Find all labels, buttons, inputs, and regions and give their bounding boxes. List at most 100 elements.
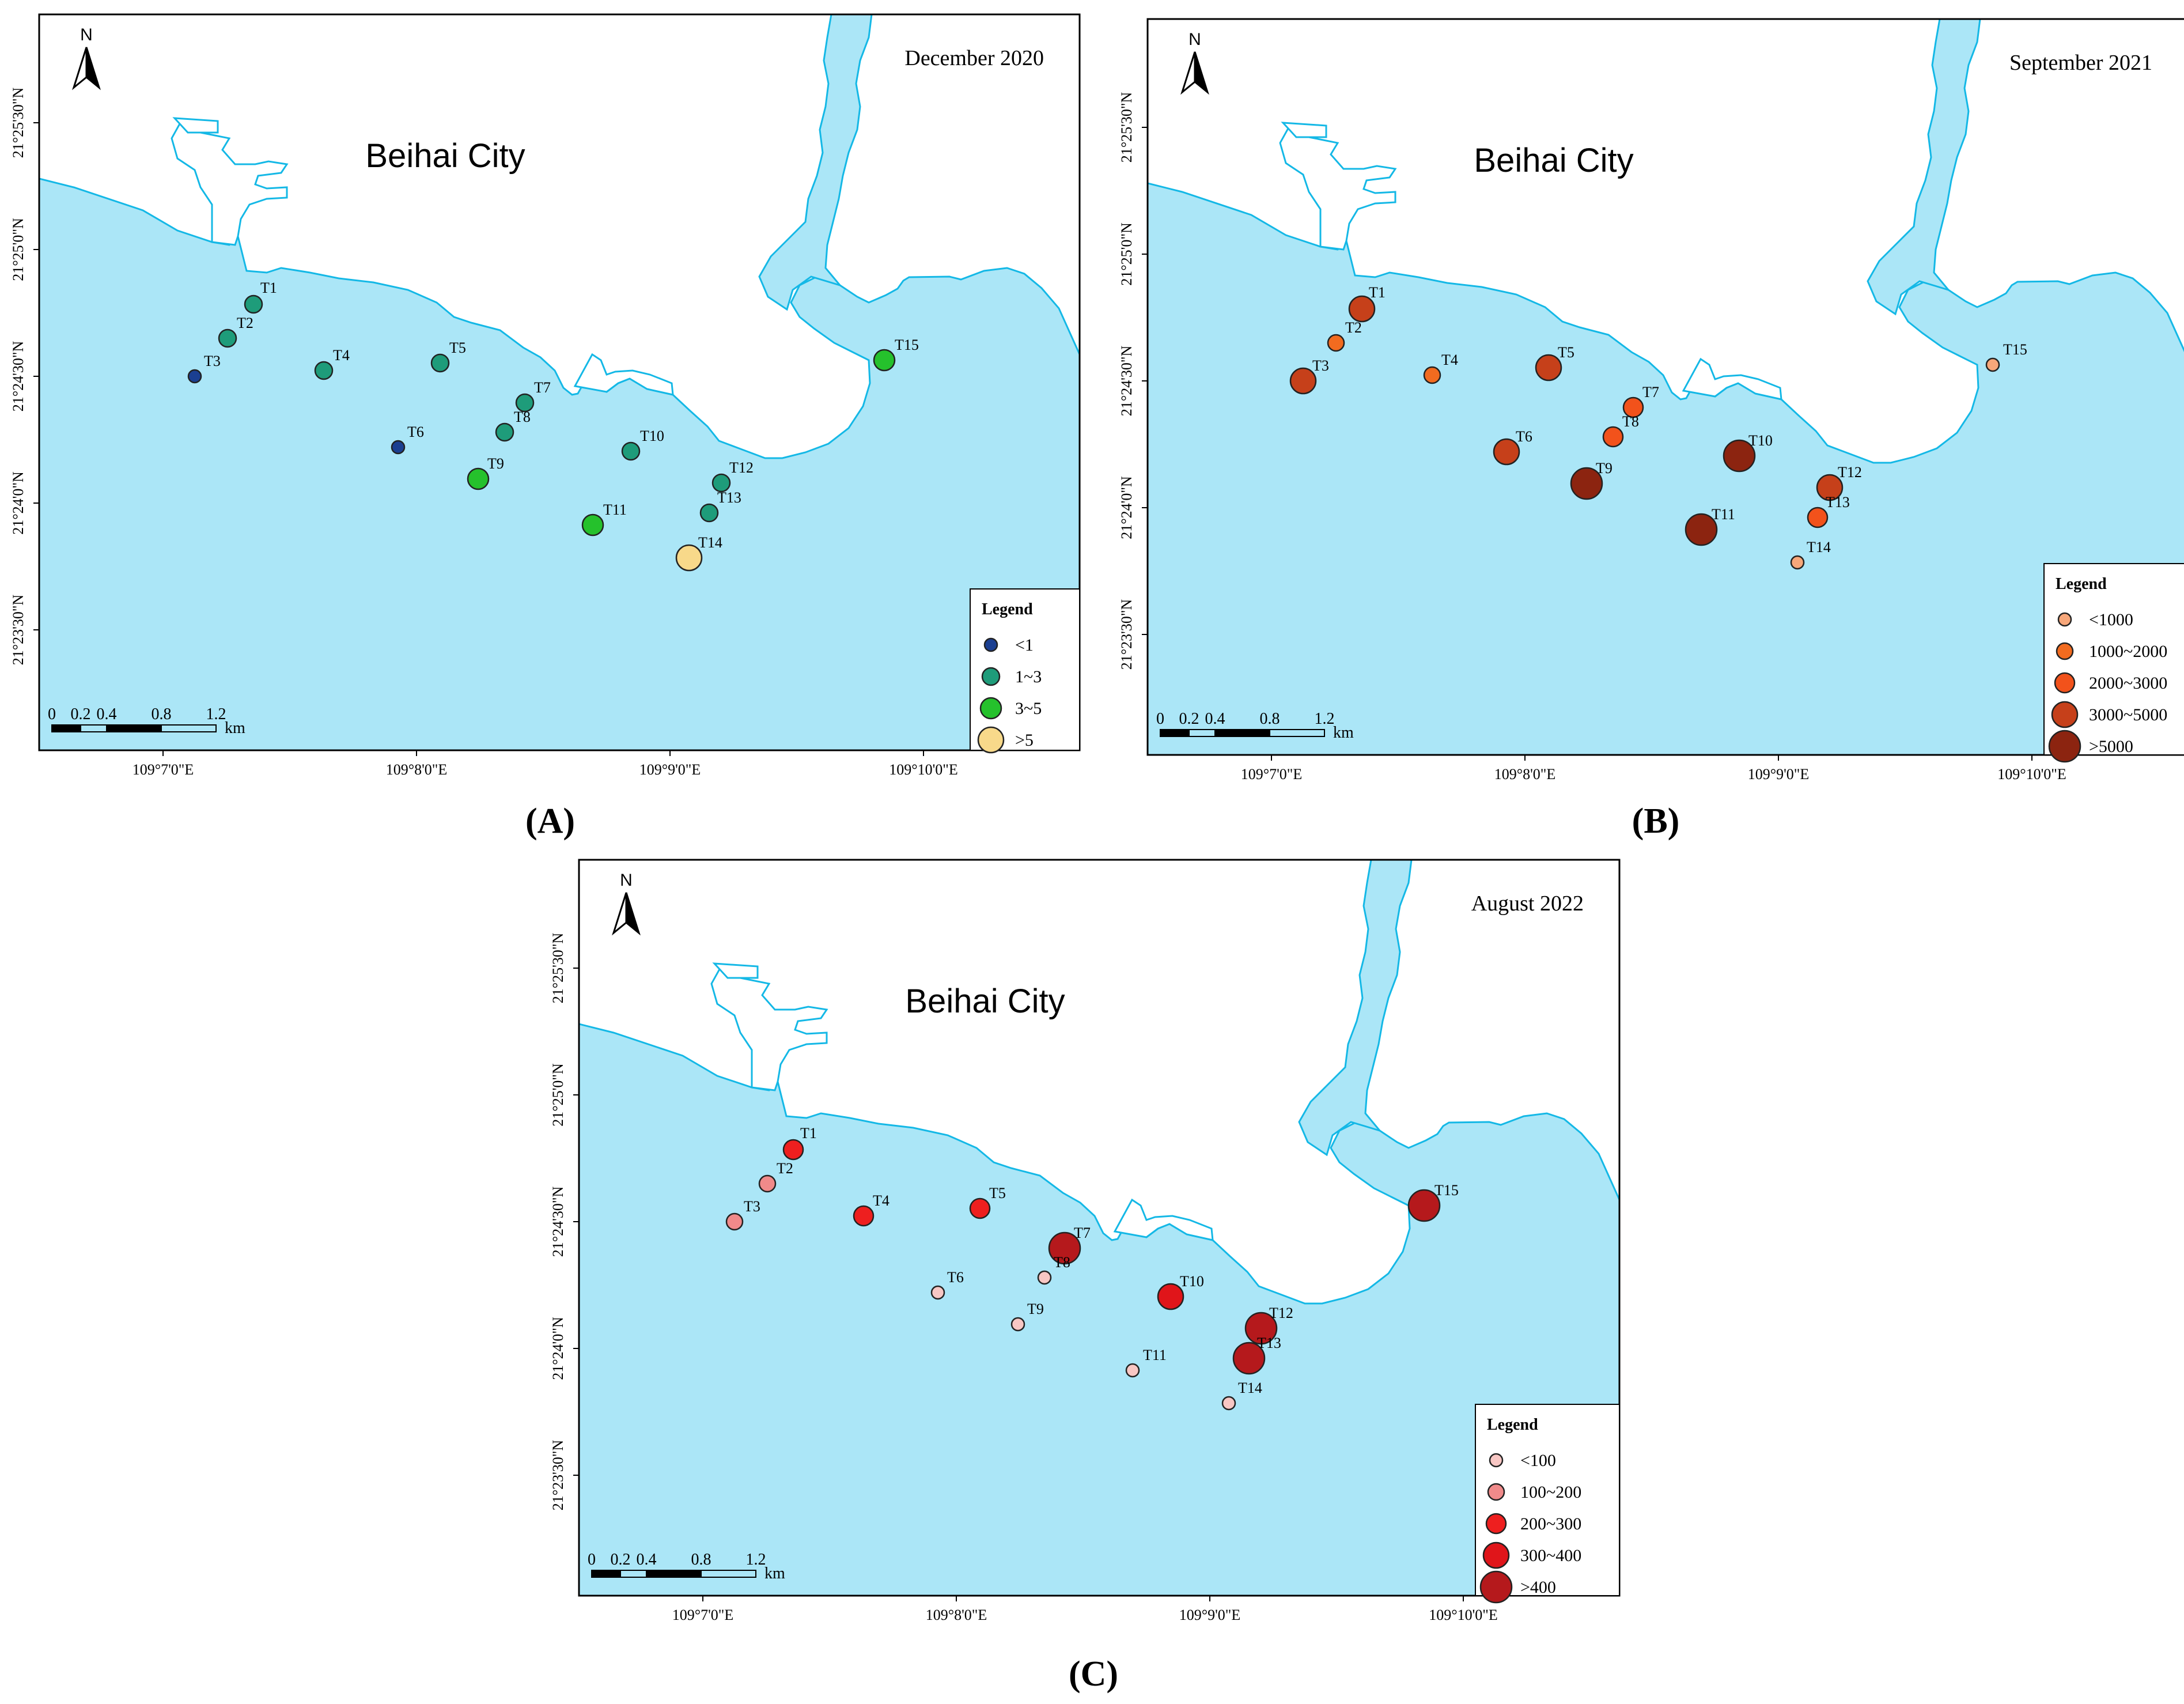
map-panel-a: 21°23'30"N 21°24'0"N 21°24'30"N 21°25'0"N 21… <box>10 13 1081 778</box>
station-marker-t1 <box>782 1139 804 1161</box>
longitude-label: 109°8'0"E <box>386 761 448 778</box>
river-channel <box>1298 860 1413 1157</box>
station-marker-t14 <box>1790 555 1805 570</box>
station-label-t7: T7 <box>1642 384 1659 401</box>
map-content <box>1148 19 2184 755</box>
panel-letter-a: (A) <box>525 802 575 841</box>
panel-date: September 2021 <box>2009 51 2152 75</box>
station-label-t14: T14 <box>1807 539 1831 556</box>
station-label-t2: T2 <box>777 1160 793 1177</box>
station-label-t13: T13 <box>717 489 741 506</box>
scale-bar-tick: 1.2 <box>1315 710 1335 728</box>
scale-bar-tick: 1.2 <box>206 705 226 723</box>
station-label-t1: T1 <box>1369 284 1386 301</box>
station-marker-t2 <box>1327 334 1345 352</box>
scale-bar-segment <box>80 724 107 732</box>
north-label: N <box>1188 30 1201 49</box>
station-label-t4: T4 <box>333 347 350 364</box>
scale-bar-tick: 0.4 <box>97 705 117 723</box>
sea-area <box>1148 182 2184 755</box>
station-marker-t3 <box>725 1212 744 1231</box>
latitude-label: 21°24'30"N <box>550 1187 566 1257</box>
longitude-label: 109°9'0"E <box>1179 1607 1241 1623</box>
station-label-t13: T13 <box>1257 1335 1281 1351</box>
longitude-label: 109°10'0"E <box>1429 1607 1498 1623</box>
longitude-label: 109°7'0"E <box>672 1607 734 1623</box>
station-marker-t5 <box>969 1197 991 1219</box>
harbour-pier <box>710 965 828 1091</box>
station-marker-t11 <box>1685 513 1718 546</box>
legend-swatch <box>981 667 1001 686</box>
north-arrow-right <box>1194 51 1209 95</box>
station-marker-t13 <box>1232 1342 1266 1375</box>
legend-swatch <box>2048 730 2081 763</box>
station-marker-t7 <box>515 393 535 413</box>
legend-box: Legend <1000 1000~2000 2000~3000 3000~5000 >5… <box>2043 563 2184 763</box>
station-marker-t6 <box>391 440 406 455</box>
north-arrow-icon: N <box>612 871 641 936</box>
latitude-label: 21°24'0"N <box>1118 476 1135 539</box>
station-label-t5: T5 <box>1558 344 1574 361</box>
longitude-label: 109°9'0"E <box>1748 766 1810 783</box>
station-label-t4: T4 <box>1441 352 1458 368</box>
station-marker-t15 <box>1407 1189 1441 1222</box>
legend-title: Legend <box>1487 1416 1538 1434</box>
station-label-t6: T6 <box>947 1269 964 1286</box>
map-frame <box>38 13 1081 751</box>
station-marker-t2 <box>218 328 237 348</box>
station-label-t10: T10 <box>1748 432 1773 449</box>
harbour-pier <box>1279 124 1397 251</box>
station-marker-t10 <box>621 441 641 461</box>
latitude-label: 21°23'30"N <box>1118 599 1135 670</box>
scale-bar-tick: 1.2 <box>746 1551 766 1569</box>
station-label-t9: T9 <box>1596 460 1613 477</box>
latitude-label: 21°24'30"N <box>10 341 27 412</box>
station-marker-t5 <box>1535 354 1562 381</box>
sea-area <box>579 1023 1619 1596</box>
scale-bar-tick: 0.4 <box>1205 710 1225 728</box>
scale-bar-tick: 0 <box>1156 710 1164 728</box>
station-label-t15: T15 <box>1434 1182 1459 1199</box>
station-marker-t3 <box>187 369 202 384</box>
station-marker-t1 <box>1348 295 1376 323</box>
legend-swatch <box>1485 1513 1507 1535</box>
station-label-t11: T11 <box>1143 1347 1167 1363</box>
scale-bar-tick: 0.8 <box>1260 710 1280 728</box>
north-arrow-icon: N <box>1180 30 1209 95</box>
legend-item-label: 1~3 <box>1015 667 1042 686</box>
station-marker-t12 <box>1244 1312 1278 1345</box>
station-label-t2: T2 <box>237 315 253 331</box>
north-arrow-right <box>85 47 101 90</box>
scale-bar-tick: 0.2 <box>1179 710 1199 728</box>
scale-bar-tick: 0.4 <box>637 1551 657 1569</box>
legend-item-label: 300~400 <box>1520 1546 1581 1565</box>
station-marker-t11 <box>1125 1363 1140 1378</box>
station-marker-t11 <box>581 513 604 536</box>
legend-title: Legend <box>982 600 1033 618</box>
station-marker-t9 <box>467 467 490 490</box>
legend-item-label: <1 <box>1015 636 1034 655</box>
station-label-t11: T11 <box>603 501 627 518</box>
station-marker-t7 <box>1048 1231 1081 1265</box>
city-label: Beihai City <box>365 137 525 175</box>
longitude-label: 109°8'0"E <box>1494 766 1556 783</box>
harbour-pier <box>172 117 219 134</box>
station-label-t10: T10 <box>640 428 664 444</box>
station-label-t3: T3 <box>744 1198 760 1215</box>
station-marker-t5 <box>430 353 450 373</box>
station-marker-t1 <box>244 294 263 314</box>
legend-item-label: 100~200 <box>1520 1483 1581 1502</box>
station-marker-t14 <box>675 544 703 572</box>
legend-item-label: <100 <box>1520 1451 1556 1470</box>
scale-bar: 0 0.2 0.4 0.8 1.2km <box>588 1551 785 1582</box>
scale-bar-segment <box>646 1570 702 1578</box>
station-label-t11: T11 <box>1712 506 1735 523</box>
legend-item-label: 3000~5000 <box>2089 705 2167 724</box>
station-marker-t3 <box>1289 367 1317 395</box>
latitude-label: 21°23'30"N <box>10 595 27 666</box>
legend-swatch <box>2054 672 2076 694</box>
station-label-t7: T7 <box>1074 1225 1091 1241</box>
scale-bar: 0 0.2 0.4 0.8 1.2km <box>1156 710 1354 742</box>
legend-swatch <box>977 726 1005 754</box>
scale-bar-tick: 0.8 <box>152 705 172 723</box>
